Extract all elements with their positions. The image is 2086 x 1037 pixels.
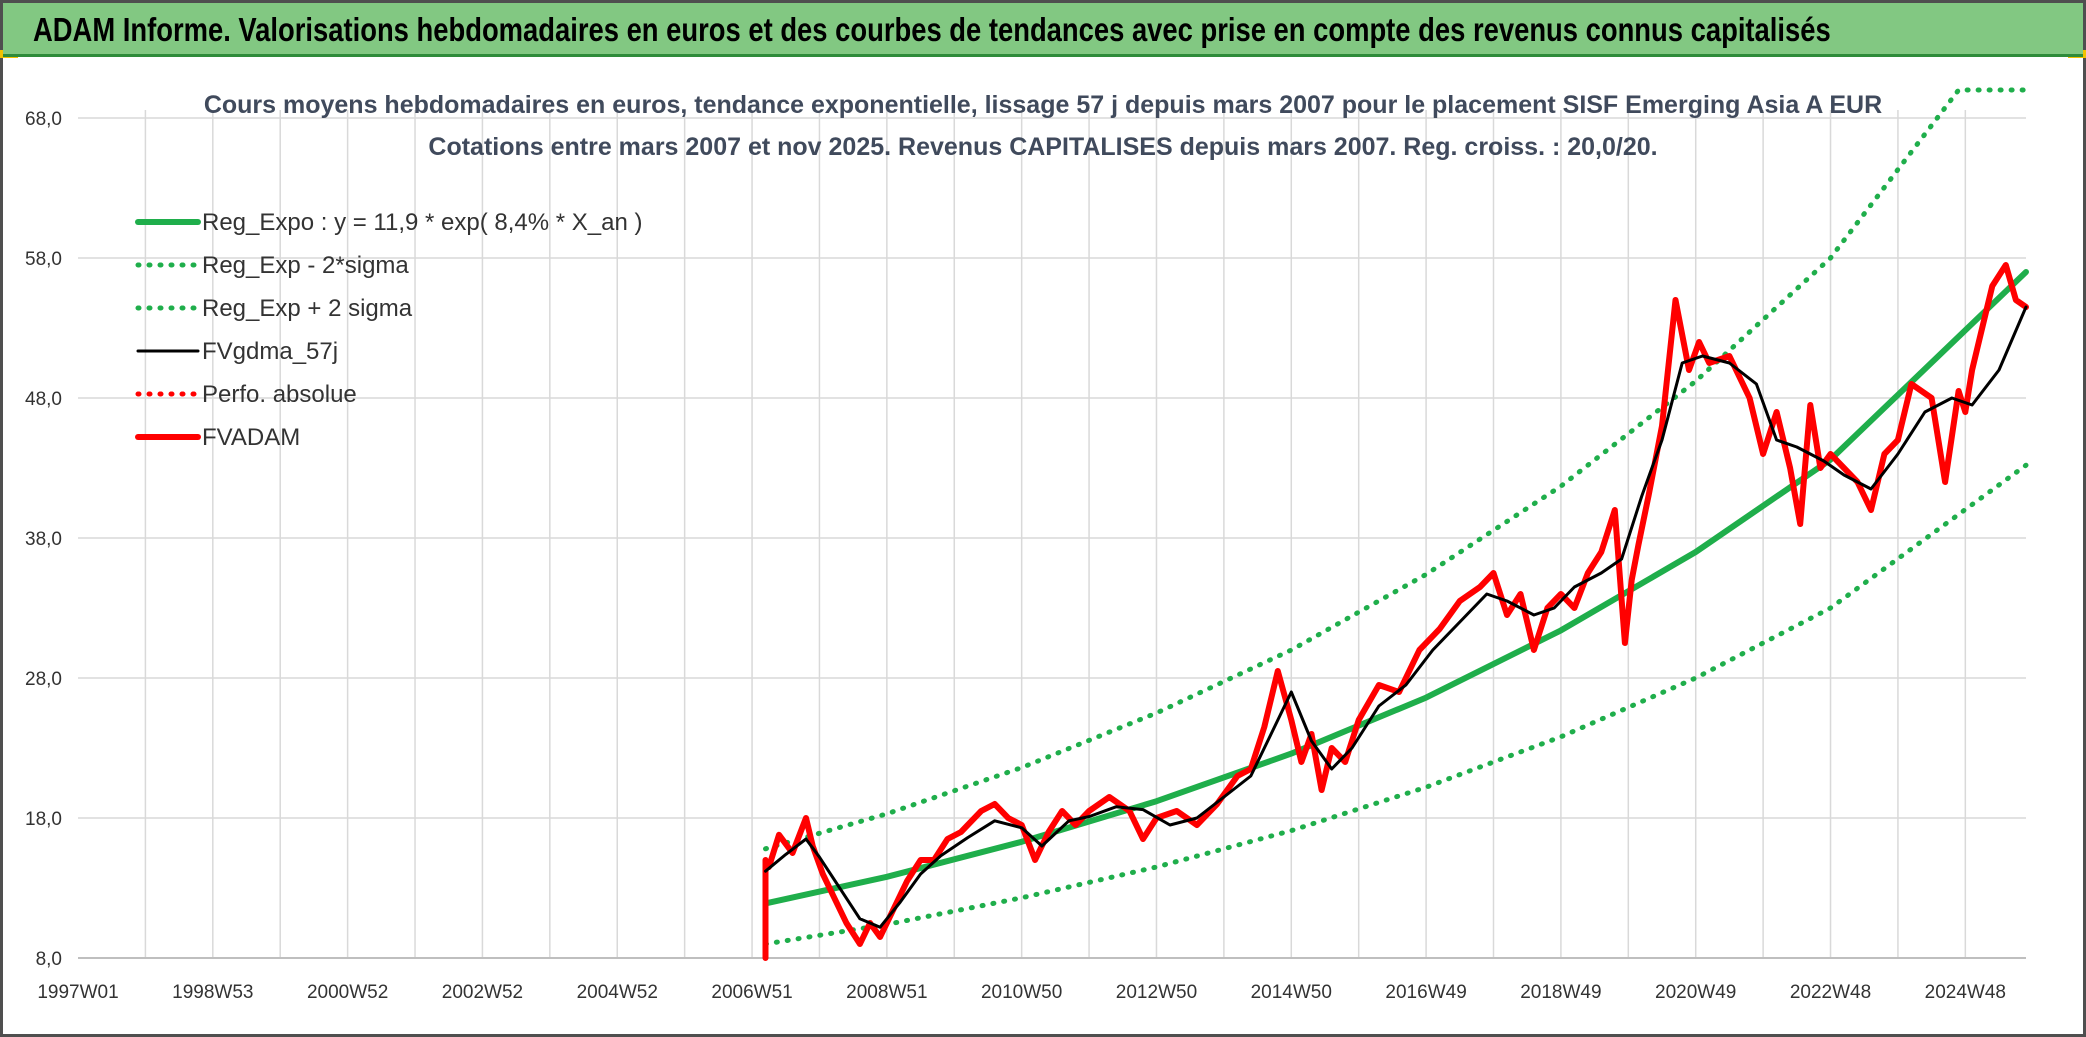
x-tick-label: 1997W01 (37, 982, 118, 1003)
report-title: ADAM Informe. Valorisations hebdomadaire… (33, 11, 1831, 48)
x-tick-label: 2018W49 (1520, 982, 1601, 1003)
series-line-1 (763, 462, 2029, 947)
series-line-2 (763, 87, 2029, 852)
series-line-3 (764, 305, 2028, 929)
legend-label: Reg_Expo : y = 11,9 * exp( 8,4% * X_an ) (202, 209, 642, 236)
x-tick-label: 2004W52 (577, 982, 658, 1003)
legend-label: FVgdma_57j (202, 338, 338, 365)
report-header: ADAM Informe. Valorisations hebdomadaire… (3, 3, 2083, 57)
y-tick-label: 68,0 (25, 109, 62, 130)
y-tick-label: 38,0 (25, 529, 62, 550)
y-tick-label: 8,0 (36, 949, 62, 970)
x-tick-label: 2016W49 (1385, 982, 1466, 1003)
legend: Reg_Expo : y = 11,9 * exp( 8,4% * X_an )… (135, 209, 642, 451)
legend-label: Perfo. absolue (202, 381, 357, 408)
chart-subtitle: Cotations entre mars 2007 et nov 2025. R… (428, 133, 1657, 161)
legend-label: Reg_Exp - 2*sigma (202, 252, 409, 279)
x-tick-label: 2008W51 (846, 982, 927, 1003)
y-tick-label: 18,0 (25, 809, 62, 830)
x-tick-label: 2012W50 (1116, 982, 1197, 1003)
x-tick-label: 2000W52 (307, 982, 388, 1003)
y-tick-label: 48,0 (25, 389, 62, 410)
y-tick-label: 58,0 (25, 249, 62, 270)
x-tick-label: 1998W53 (172, 982, 253, 1003)
x-tick-label: 2024W48 (1925, 982, 2006, 1003)
legend-label: FVADAM (202, 424, 300, 451)
x-tick-label: 2014W50 (1251, 982, 1332, 1003)
x-tick-label: 2006W51 (711, 982, 792, 1003)
x-tick-label: 2010W50 (981, 982, 1062, 1003)
legend-label: Reg_Exp + 2 sigma (202, 295, 413, 322)
chart-title: Cours moyens hebdomadaires en euros, ten… (204, 91, 1882, 119)
x-tick-label: 2002W52 (442, 982, 523, 1003)
y-tick-label: 28,0 (25, 669, 62, 690)
x-tick-label: 2020W49 (1655, 982, 1736, 1003)
series-layer (762, 87, 2029, 961)
grid-layer (78, 110, 2026, 959)
axis-ticks: 8,0 18,0 28,0 38,0 48,0 58,0 68,0 1997W01 1998W5… (25, 109, 2006, 1003)
x-tick-label: 2022W48 (1790, 982, 1871, 1003)
